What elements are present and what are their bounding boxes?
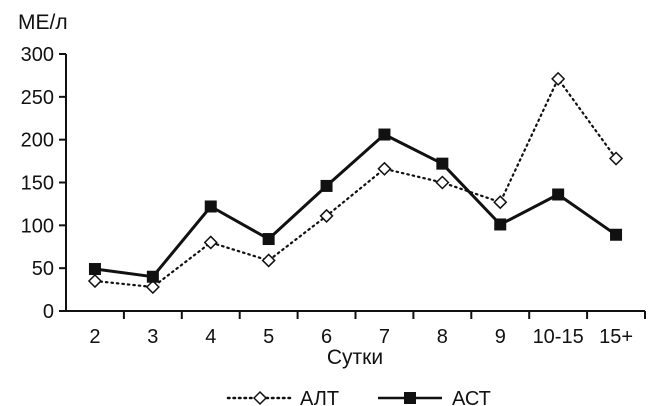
x-tick-label: 5 — [263, 326, 274, 348]
series-ast-point — [610, 228, 623, 241]
x-tick-label: 10-15 — [533, 326, 584, 348]
x-tick-label: 4 — [205, 326, 216, 348]
series-alt-point — [87, 273, 103, 289]
legend: АЛТ АСТ — [226, 388, 491, 406]
legend-ast-label: АСТ — [452, 388, 491, 406]
x-tick-label: 3 — [147, 326, 158, 348]
y-tick-label: 300 — [21, 44, 54, 66]
series-ast-point — [378, 128, 391, 141]
y-tick-label: 100 — [21, 215, 54, 237]
y-axis-ticks: 0 50 100 150 200 250 300 — [21, 44, 66, 323]
series-ast-point — [146, 270, 159, 283]
y-tick-label: 150 — [21, 173, 54, 195]
y-tick-label: 200 — [21, 130, 54, 152]
y-tick-label: 0 — [43, 301, 54, 323]
legend-item-alt: АЛТ — [226, 388, 339, 406]
series-layer — [87, 71, 624, 295]
series-alt — [87, 71, 624, 295]
series-ast-line — [94, 133, 617, 279]
series-alt-point — [551, 71, 566, 86]
series-ast-point — [262, 233, 275, 246]
y-tick-label: 250 — [21, 87, 54, 109]
y-axis-title: МЕ/л — [18, 11, 68, 34]
x-tick-label: 9 — [495, 326, 506, 348]
legend-alt-label: АЛТ — [300, 388, 339, 406]
legend-item-ast: АСТ — [378, 388, 491, 406]
series-alt-line — [93, 77, 618, 289]
series-ast-point — [320, 179, 333, 192]
series-ast-point — [494, 218, 507, 231]
series-ast-point — [436, 157, 449, 170]
y-tick-label: 50 — [32, 258, 54, 280]
series-alt-point — [493, 195, 508, 210]
series-alt-point — [608, 151, 624, 166]
series-alt-point — [203, 235, 218, 250]
series-alt-point — [319, 208, 334, 223]
series-ast — [88, 128, 623, 283]
series-alt-point — [435, 175, 450, 190]
legend-alt-diamond-marker — [252, 390, 268, 406]
series-alt-point — [377, 161, 392, 176]
legend-ast-square-marker — [404, 392, 416, 404]
x-tick-label: 2 — [89, 326, 100, 348]
x-tick-label: 15+ — [599, 326, 633, 348]
series-ast-point — [204, 200, 217, 213]
series-alt-point — [145, 279, 160, 295]
series-alt-point — [261, 253, 276, 268]
x-axis-ticks: 2 3 4 5 6 7 8 9 10-15 15+ — [89, 311, 646, 348]
series-ast-point — [552, 188, 565, 201]
x-tick-label: 6 — [321, 326, 332, 348]
x-axis-title: Сутки — [327, 346, 383, 369]
x-tick-label: 7 — [379, 326, 390, 348]
series-ast-point — [88, 263, 101, 276]
x-tick-label: 8 — [437, 326, 448, 348]
